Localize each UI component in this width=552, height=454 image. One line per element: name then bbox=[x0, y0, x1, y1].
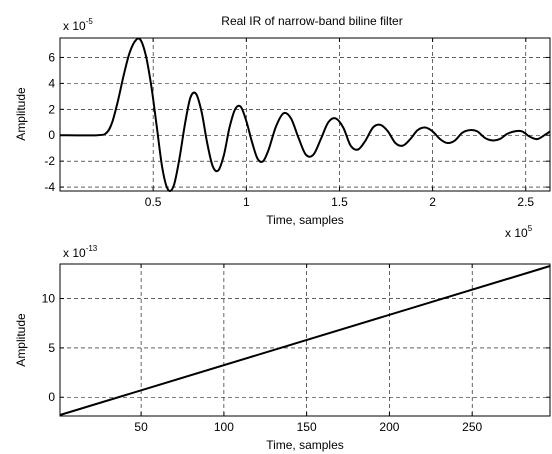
plot-2-series-line bbox=[59, 265, 551, 416]
plot-2-ytick-labels: 0 5 10 bbox=[42, 292, 56, 405]
plot-2: 50 100 150 200 250 0 5 10 Time, samples Amplit… bbox=[14, 244, 551, 452]
plot-1-axes-box bbox=[59, 37, 551, 192]
y-tick-label: 0 bbox=[48, 128, 55, 142]
plot-1-ticks bbox=[60, 38, 550, 191]
plot-2-y-multiplier: x 10-13 bbox=[63, 244, 98, 260]
plot-2-ylabel: Amplitude bbox=[14, 313, 28, 367]
x-tick-label: 250 bbox=[462, 420, 482, 434]
y-tick-label: 0 bbox=[48, 390, 55, 404]
y-tick-label: 4 bbox=[48, 76, 55, 90]
plot-1-ylabel: Amplitude bbox=[14, 87, 28, 141]
plot-1-x-multiplier: x 105 bbox=[505, 224, 533, 240]
plot-2-xtick-labels: 50 100 150 200 250 bbox=[134, 420, 482, 434]
x-tick-label: 2.5 bbox=[517, 195, 534, 209]
plot-2-ticks bbox=[60, 264, 550, 416]
plot-2-xlabel: Time, samples bbox=[266, 438, 344, 452]
x-tick-label: 0.5 bbox=[145, 195, 162, 209]
y-tick-label: 5 bbox=[48, 341, 55, 355]
x-tick-label: 50 bbox=[134, 420, 148, 434]
y-tick-label: -4 bbox=[44, 180, 55, 194]
y-tick-label: 2 bbox=[48, 102, 55, 116]
plot-1-grid bbox=[60, 38, 550, 191]
plot-1-title: Real IR of narrow-band biline filter bbox=[221, 14, 402, 28]
x-tick-label: 150 bbox=[297, 420, 317, 434]
plot-1-xtick-labels: 0.5 1 1.5 2 2.5 bbox=[145, 195, 535, 209]
x-tick-label: 2 bbox=[429, 195, 436, 209]
x-tick-label: 100 bbox=[214, 420, 234, 434]
y-tick-label: -2 bbox=[44, 154, 55, 168]
plot-1-xlabel: Time, samples bbox=[266, 213, 344, 227]
plot-1: 0.5 1 1.5 2 2.5 -4 -2 0 2 4 6 Real IR of narrow-b… bbox=[14, 14, 551, 240]
x-tick-label: 200 bbox=[379, 420, 399, 434]
plot-1-ytick-labels: -4 -2 0 2 4 6 bbox=[44, 50, 55, 194]
plot-1-series-line bbox=[59, 37, 551, 193]
y-tick-label: 6 bbox=[48, 50, 55, 64]
x-tick-label: 1.5 bbox=[331, 195, 348, 209]
y-tick-label: 10 bbox=[42, 292, 56, 306]
plot-1-y-multiplier: x 10-5 bbox=[63, 17, 93, 33]
x-tick-label: 1 bbox=[243, 195, 250, 209]
